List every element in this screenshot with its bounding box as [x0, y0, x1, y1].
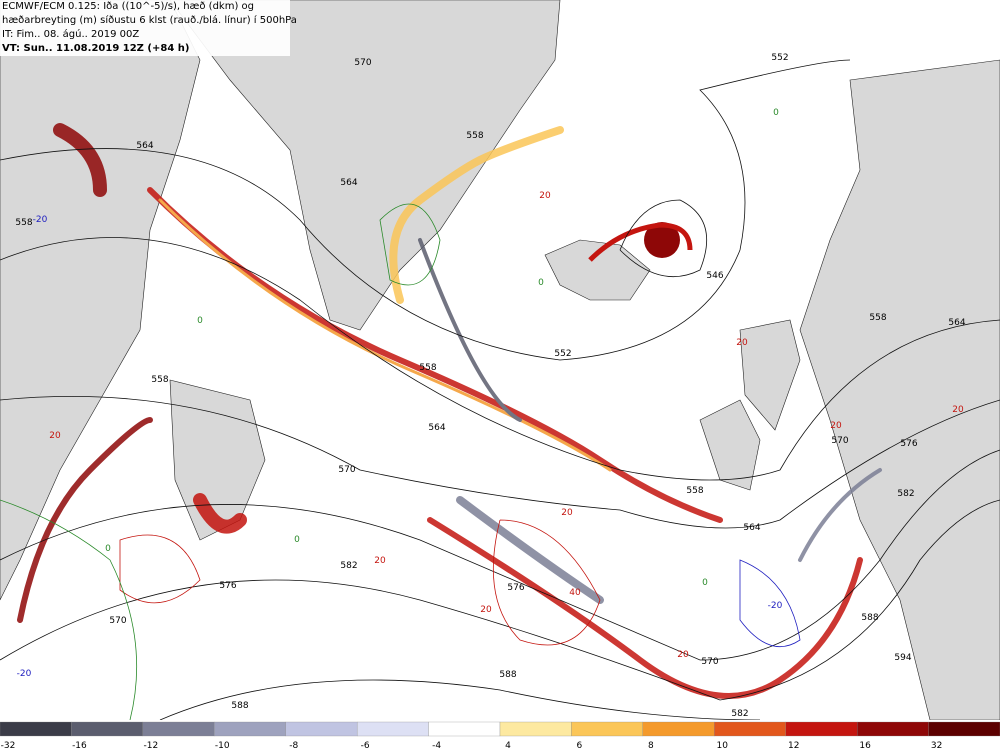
colorbar-label: -32: [1, 741, 16, 751]
contour-label: 552: [771, 53, 788, 63]
header-line: ECMWF/ECM 0.125: Iða ((10^-5)/s), hæð (d…: [2, 1, 254, 12]
contour-label: 582: [897, 489, 914, 499]
colorbar-swatch: [785, 721, 858, 737]
colorbar-label: -12: [144, 741, 159, 751]
contour-label: 564: [428, 423, 445, 433]
colorbar-swatch: [714, 721, 786, 737]
header-line: VT: Sun.. 11.08.2019 12Z (+84 h): [2, 43, 190, 54]
land: [0, 0, 1000, 721]
contour-label: 564: [743, 523, 760, 533]
change-label: 20: [952, 405, 964, 415]
header-line: IT: Fim.. 08. ágú.. 2019 00Z: [2, 29, 140, 40]
contour-label: 558: [466, 131, 483, 141]
colorbar-label: 12: [788, 741, 799, 751]
change-label: -20: [17, 669, 32, 679]
colorbar-label: 4: [505, 741, 511, 751]
change-label: 40: [569, 588, 581, 598]
change-label: 0: [773, 108, 779, 118]
change-label: 0: [105, 544, 111, 554]
contour-label: 546: [706, 271, 723, 281]
colorbar-swatch: [428, 721, 501, 737]
colorbar-swatch: [499, 721, 572, 737]
colorbar-swatch: [642, 721, 715, 737]
change-label: 20: [374, 556, 386, 566]
vortex-arm: [588, 222, 693, 262]
height-contours: [0, 59, 1000, 721]
colorbar-swatch: [928, 721, 1000, 737]
contour-label: 570: [701, 657, 718, 667]
contour-label: 564: [340, 178, 357, 188]
change-contours: [0, 203, 801, 721]
colorbar-swatch: [71, 721, 144, 737]
colorbar-label: 10: [717, 741, 729, 751]
colorbar-label: 8: [648, 741, 654, 751]
contour-label: 588: [231, 701, 248, 711]
colorbar-label: 32: [931, 741, 942, 751]
change-label: 20: [736, 338, 748, 348]
change-label: 0: [294, 535, 300, 545]
header: ECMWF/ECM 0.125: Iða ((10^-5)/s), hæð (d…: [0, 0, 297, 56]
colorbar-swatch: [0, 721, 72, 737]
colorbar-label: -4: [432, 741, 441, 751]
contour-label: 594: [894, 653, 911, 663]
contour-label: 588: [861, 613, 878, 623]
change-label: 20: [561, 508, 573, 518]
contour-label: 558: [15, 218, 32, 228]
colorbar-swatch: [285, 721, 358, 737]
colorbar-label: -8: [289, 741, 298, 751]
change-label: 20: [539, 191, 551, 201]
contour-label: 564: [136, 141, 153, 151]
change-label: 20: [677, 650, 689, 660]
change-label: -20: [768, 601, 783, 611]
contour-label: 582: [731, 709, 748, 719]
colorbar-label: 6: [577, 741, 583, 751]
contour-label: 558: [151, 375, 168, 385]
contour-label: 558: [869, 313, 886, 323]
colorbar-label: 16: [859, 741, 871, 751]
contour-label: 588: [499, 670, 516, 680]
change-label: -20: [33, 215, 48, 225]
vortex: [644, 222, 680, 258]
contour-label: 570: [354, 58, 371, 68]
colorbar-swatch: [856, 721, 929, 737]
header-line: hæðarbreyting (m) síðustu 6 klst (rauð./…: [2, 15, 297, 26]
contour-label: 582: [340, 561, 357, 571]
change-label: 20: [480, 605, 492, 615]
colorbar-label: -16: [72, 741, 87, 751]
change-label: 20: [49, 431, 61, 441]
change-label: 0: [197, 316, 203, 326]
contour-label: 552: [554, 349, 571, 359]
colorbar-swatch: [214, 721, 286, 737]
vorticity-bands: [17, 123, 882, 699]
contour-label: 564: [948, 318, 965, 328]
contour-label: 576: [219, 581, 236, 591]
colorbar-label: -10: [215, 741, 230, 751]
colorbar-label: -6: [361, 741, 370, 751]
colorbar-swatch: [142, 721, 215, 737]
colorbar: -32 -16 -12 -10 -8 -6 -4 4 6 8 10 12 16 32: [0, 720, 1000, 752]
change-label: 0: [538, 278, 544, 288]
colorbar-swatch: [356, 721, 429, 737]
contour-label: 570: [338, 465, 355, 475]
change-label: 0: [702, 578, 708, 588]
contour-label: 576: [507, 583, 524, 593]
change-label: 20: [830, 421, 842, 431]
contour-label: 570: [831, 436, 848, 446]
contour-label: 558: [686, 486, 703, 496]
contour-label: 570: [109, 616, 126, 626]
colorbar-swatch: [571, 721, 644, 737]
contour-label: 558: [419, 363, 436, 373]
contour-label: 576: [900, 439, 917, 449]
map-labels: 552 558 564 564 558 546 552 558 564 570 576 582 576 5…: [15, 53, 965, 719]
